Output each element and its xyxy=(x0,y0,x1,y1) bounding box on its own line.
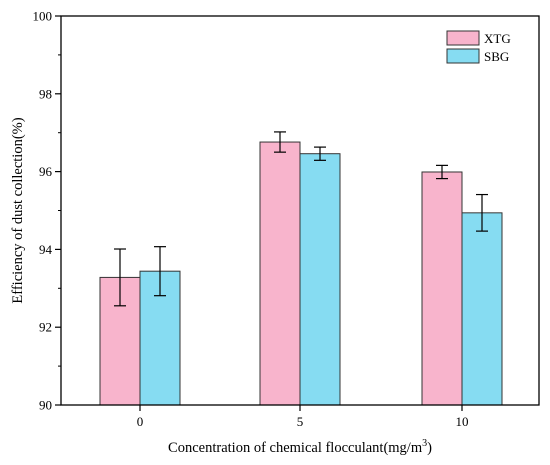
y-tick-label: 90 xyxy=(39,398,52,413)
bar-xtg-10 xyxy=(421,171,463,406)
y-tick-label: 96 xyxy=(39,164,53,179)
y-tick-label: 100 xyxy=(33,9,53,24)
y-axis: 90 92 94 96 98 100 xyxy=(33,9,61,413)
x-axis-title: Concentration of chemical flocculant(mg/… xyxy=(168,438,432,456)
y-tick-label: 92 xyxy=(39,320,52,335)
y-axis-title: Efficiency of dust collection(%) xyxy=(10,117,26,303)
y-tick-label: 98 xyxy=(39,86,52,101)
x-tick-label: 10 xyxy=(456,414,469,429)
legend: XTG SBG xyxy=(446,30,511,64)
bar-xtg-5 xyxy=(259,141,301,406)
bar-sbg-10 xyxy=(461,212,503,406)
bar-sbg-0 xyxy=(139,270,181,406)
x-tick-label: 0 xyxy=(137,414,144,429)
legend-label-xtg: XTG xyxy=(484,31,511,46)
x-axis: 0 5 10 xyxy=(137,405,469,429)
bars-layer xyxy=(99,141,503,406)
bar-sbg-5 xyxy=(299,153,341,406)
x-axis-title-superscript: 3 xyxy=(422,438,427,449)
x-axis-title-suffix: ) xyxy=(427,440,432,456)
x-axis-title-main: Concentration of chemical flocculant(mg/… xyxy=(168,440,423,456)
x-tick-label: 5 xyxy=(297,414,304,429)
y-tick-label: 94 xyxy=(39,242,53,257)
legend-swatch-xtg xyxy=(446,30,480,46)
legend-label-sbg: SBG xyxy=(484,49,509,64)
errorbars-layer xyxy=(114,131,488,307)
legend-swatch-sbg xyxy=(446,48,480,64)
